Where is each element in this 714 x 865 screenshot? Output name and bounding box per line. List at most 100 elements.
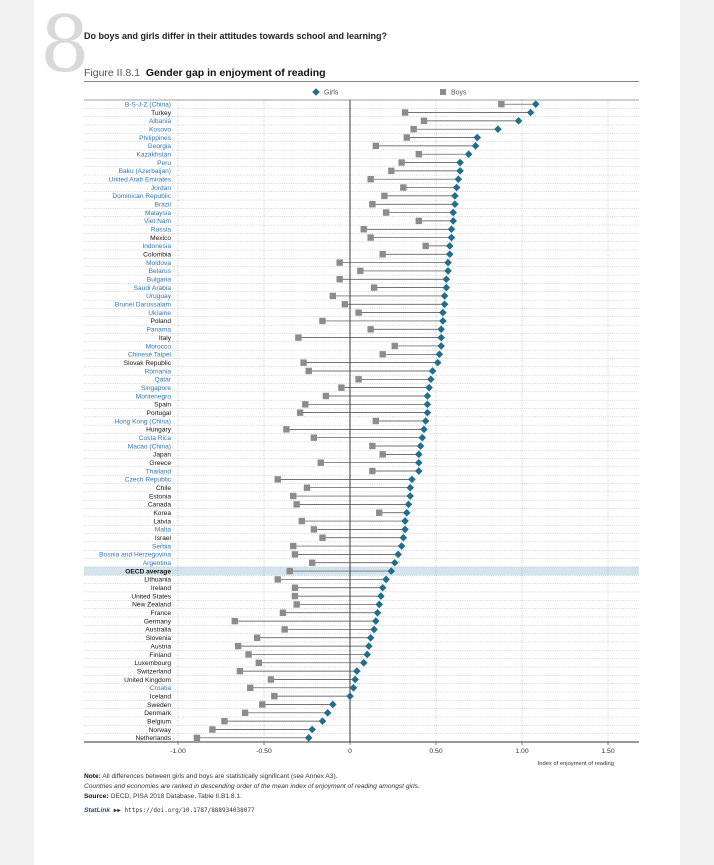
girls-marker <box>444 267 452 275</box>
girls-marker <box>397 542 406 550</box>
boys-marker <box>388 167 395 175</box>
girls-marker <box>449 208 457 217</box>
girls-marker <box>394 550 402 559</box>
country-label: Panama <box>146 327 171 334</box>
boys-marker <box>369 201 376 208</box>
girls-marker <box>318 717 327 725</box>
country-label: Qatar <box>155 377 172 384</box>
country-label: Kosovo <box>149 126 171 133</box>
girls-marker <box>416 442 425 450</box>
boys-marker <box>305 367 312 375</box>
country-label: Peru <box>157 160 171 167</box>
boys-marker <box>372 417 379 425</box>
boys-marker <box>296 409 304 416</box>
country-label: Denmark <box>144 710 171 717</box>
boys-marker <box>310 526 318 533</box>
girls-marker <box>445 250 454 259</box>
country-label: Singapore <box>141 385 171 392</box>
note-text: All differences between girls and boys a… <box>102 773 338 780</box>
country-label: Estonia <box>149 493 171 500</box>
girls-marker <box>442 275 451 284</box>
legend-boys-icon <box>440 89 446 95</box>
country-label: Italy <box>159 335 172 342</box>
boys-marker <box>193 734 201 742</box>
boys-marker <box>235 642 242 650</box>
girls-marker <box>423 400 432 409</box>
girls-marker <box>514 117 523 125</box>
boys-marker <box>422 242 429 250</box>
country-label: Chinese Taipei <box>128 352 172 359</box>
boys-marker <box>372 142 379 150</box>
country-label: Slovenia <box>146 635 172 642</box>
boys-marker <box>379 251 386 258</box>
boys-marker <box>322 392 330 400</box>
boys-marker <box>279 609 287 616</box>
country-label: Belgium <box>147 718 171 725</box>
country-label: Slovak Republic <box>124 360 172 367</box>
country-label: Macao (China) <box>128 443 171 450</box>
country-label: Australia <box>145 627 171 634</box>
girls-marker <box>308 725 316 734</box>
boys-marker <box>281 626 288 633</box>
boys-marker <box>355 376 362 383</box>
country-label: Greece <box>149 460 171 467</box>
girls-marker <box>440 300 449 309</box>
girls-marker <box>447 225 456 234</box>
source-text: OECD, PISA 2018 Database, Table II.B1.8.… <box>110 793 242 800</box>
statlink-icon: ▶▶ <box>113 807 121 814</box>
boys-marker <box>298 517 306 525</box>
country-label: B-S-J-Z (China) <box>125 101 171 108</box>
country-label: Canada <box>148 502 171 509</box>
country-label: Georgia <box>148 143 172 150</box>
statlink-label: StatLink <box>84 807 111 814</box>
girls-marker <box>402 508 411 517</box>
country-label: Croatia <box>150 685 172 692</box>
girls-marker <box>378 583 387 592</box>
girls-marker <box>464 150 473 158</box>
country-label: Latvia <box>153 518 171 525</box>
boys-marker <box>355 309 362 316</box>
country-label: Netherlands <box>135 735 171 742</box>
girls-marker <box>346 692 354 700</box>
boys-marker <box>379 451 386 458</box>
girls-marker <box>435 350 444 359</box>
country-label: Portugal <box>146 410 171 417</box>
girls-marker <box>373 608 382 617</box>
boys-marker <box>221 717 228 725</box>
x-tick-label: 0 <box>348 748 352 755</box>
country-label: Belarus <box>149 268 172 275</box>
ranking-note: Countries and economies are ranked in de… <box>84 783 420 790</box>
source-label: Source: <box>84 793 109 800</box>
boys-marker <box>253 634 261 641</box>
country-label: Jordan <box>151 185 171 192</box>
girls-marker <box>442 283 451 292</box>
girls-marker <box>447 233 456 242</box>
girls-marker <box>406 492 414 500</box>
country-label: Colombia <box>143 252 171 259</box>
country-label: Viet Nam <box>144 218 172 225</box>
girls-marker <box>415 458 423 467</box>
girls-marker <box>363 650 371 659</box>
country-label: Malaysia <box>145 210 171 217</box>
girls-marker <box>451 192 459 200</box>
boys-marker <box>498 100 505 108</box>
girls-marker <box>423 392 432 400</box>
boys-marker <box>291 584 299 591</box>
girls-marker <box>440 292 449 300</box>
country-label: United States <box>131 593 171 600</box>
country-label: OECD average <box>125 568 171 575</box>
country-label: Lithuania <box>144 577 171 584</box>
country-label: New Zealand <box>132 602 171 609</box>
boys-marker <box>291 551 299 558</box>
girls-marker <box>365 642 373 650</box>
boys-marker <box>283 426 290 433</box>
boys-marker <box>336 259 343 266</box>
boys-marker <box>400 184 407 191</box>
country-label: Mexico <box>150 235 171 242</box>
girls-marker <box>406 483 414 492</box>
statlink-url[interactable]: https://doi.org/10.1787/888934038077 <box>124 807 255 814</box>
girls-marker <box>375 600 384 609</box>
girls-marker <box>415 450 423 459</box>
country-label: Germany <box>144 618 172 625</box>
